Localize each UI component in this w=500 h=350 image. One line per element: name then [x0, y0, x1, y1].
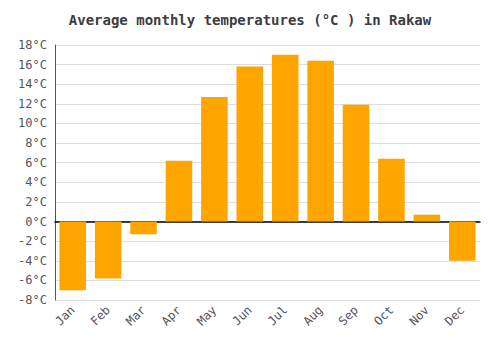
svg-text:Jul: Jul: [265, 303, 290, 328]
svg-text:Dec: Dec: [442, 303, 467, 328]
svg-text:0°C: 0°C: [25, 215, 47, 229]
svg-text:Oct: Oct: [371, 303, 396, 328]
svg-text:2°C: 2°C: [25, 195, 47, 209]
svg-text:14°C: 14°C: [18, 77, 47, 91]
svg-text:-8°C: -8°C: [18, 293, 47, 307]
svg-text:12°C: 12°C: [18, 97, 47, 111]
svg-text:Apr: Apr: [159, 303, 184, 328]
svg-text:Nov: Nov: [407, 303, 432, 328]
svg-text:8°C: 8°C: [25, 136, 47, 150]
svg-text:Aug: Aug: [300, 303, 325, 328]
svg-text:Jun: Jun: [230, 303, 255, 328]
svg-text:4°C: 4°C: [25, 175, 47, 189]
svg-text:6°C: 6°C: [25, 156, 47, 170]
svg-text:-4°C: -4°C: [18, 254, 47, 268]
svg-text:18°C: 18°C: [18, 38, 47, 52]
svg-text:Feb: Feb: [88, 303, 113, 328]
svg-text:Jan: Jan: [52, 303, 77, 328]
svg-text:10°C: 10°C: [18, 116, 47, 130]
svg-text:-6°C: -6°C: [18, 273, 47, 287]
svg-text:16°C: 16°C: [18, 58, 47, 72]
svg-text:Sep: Sep: [336, 303, 361, 328]
svg-text:Average monthly temperatures (: Average monthly temperatures (°C ) in Ra…: [69, 12, 432, 28]
svg-text:-2°C: -2°C: [18, 234, 47, 248]
svg-text:Mar: Mar: [123, 303, 148, 328]
svg-text:May: May: [194, 303, 219, 328]
